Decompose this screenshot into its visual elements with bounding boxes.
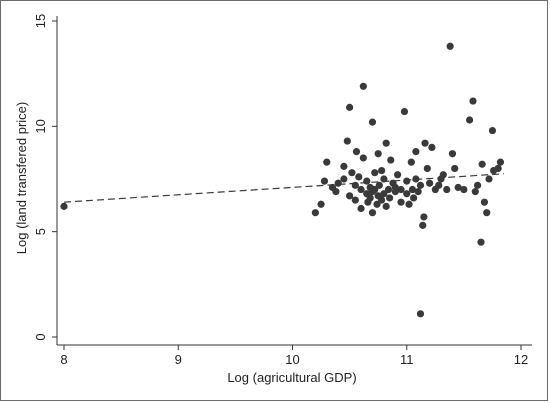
data-point bbox=[351, 196, 359, 204]
data-point bbox=[485, 175, 493, 183]
data-point bbox=[334, 179, 342, 187]
y-tick-label: 10 bbox=[33, 119, 48, 133]
data-point bbox=[346, 192, 354, 200]
data-point bbox=[407, 158, 415, 166]
data-point bbox=[340, 162, 348, 170]
data-point bbox=[414, 188, 422, 196]
data-point bbox=[394, 171, 402, 179]
data-point bbox=[471, 188, 479, 196]
data-point bbox=[405, 200, 413, 208]
data-point bbox=[382, 202, 390, 210]
data-point bbox=[320, 177, 329, 185]
data-point bbox=[408, 185, 417, 194]
data-point bbox=[460, 185, 468, 194]
data-point bbox=[416, 181, 425, 189]
data-point bbox=[355, 173, 363, 181]
data-point bbox=[317, 200, 325, 208]
data-point bbox=[473, 181, 482, 189]
data-point bbox=[380, 175, 388, 183]
x-tick-label: 12 bbox=[514, 352, 528, 367]
data-point bbox=[359, 82, 367, 90]
data-point bbox=[477, 238, 485, 246]
y-tick-label: 15 bbox=[33, 14, 48, 28]
data-point bbox=[435, 181, 443, 189]
x-tick-label: 11 bbox=[400, 352, 414, 367]
data-point bbox=[357, 204, 365, 213]
data-point bbox=[454, 183, 462, 192]
data-point bbox=[378, 166, 386, 175]
data-point bbox=[387, 156, 395, 164]
data-point bbox=[397, 198, 405, 206]
data-point bbox=[348, 169, 356, 177]
data-point bbox=[391, 183, 399, 192]
y-tick-label: 5 bbox=[33, 228, 48, 235]
data-point bbox=[410, 194, 418, 202]
data-point bbox=[423, 164, 431, 173]
x-tick-label: 9 bbox=[175, 352, 182, 367]
data-point bbox=[366, 194, 374, 202]
data-point bbox=[384, 185, 393, 194]
data-point bbox=[311, 209, 319, 217]
data-point bbox=[373, 200, 381, 208]
data-point bbox=[371, 169, 379, 177]
data-point bbox=[420, 213, 428, 221]
data-point bbox=[386, 194, 394, 202]
data-point bbox=[352, 148, 361, 156]
data-point bbox=[346, 103, 354, 111]
data-point bbox=[478, 160, 486, 168]
data-point bbox=[357, 185, 365, 194]
data-point bbox=[480, 198, 489, 206]
data-point bbox=[400, 107, 409, 116]
data-point bbox=[469, 97, 477, 105]
data-point bbox=[483, 209, 491, 217]
data-point bbox=[443, 185, 451, 194]
data-point bbox=[323, 158, 331, 166]
data-point bbox=[380, 190, 388, 198]
data-point bbox=[446, 42, 454, 50]
data-point bbox=[378, 196, 386, 204]
data-point bbox=[397, 185, 405, 194]
data-point bbox=[368, 209, 377, 217]
data-point bbox=[374, 150, 382, 158]
x-axis-title: Log (agricultural GDP) bbox=[227, 370, 356, 385]
data-point bbox=[403, 190, 411, 198]
data-point bbox=[494, 164, 502, 173]
data-point bbox=[416, 310, 425, 318]
data-point bbox=[488, 126, 497, 135]
data-point bbox=[421, 139, 429, 147]
data-point bbox=[412, 175, 420, 183]
data-point bbox=[351, 181, 359, 189]
data-point bbox=[419, 221, 427, 229]
data-point bbox=[368, 118, 377, 126]
fit-line-layer bbox=[63, 173, 504, 203]
data-point bbox=[448, 150, 457, 158]
data-point bbox=[428, 143, 436, 151]
data-point bbox=[340, 175, 348, 183]
data-point bbox=[382, 139, 390, 147]
data-point bbox=[359, 154, 367, 162]
data-point bbox=[375, 181, 383, 189]
data-point bbox=[332, 188, 340, 196]
data-point bbox=[363, 177, 371, 185]
data-point bbox=[412, 148, 420, 156]
x-tick-label: 10 bbox=[285, 352, 299, 367]
y-axis-title: Log (land transfered price) bbox=[14, 102, 29, 254]
data-point bbox=[496, 158, 505, 166]
axes: 8 9 10 11 12 0 5 10 15 bbox=[33, 14, 532, 367]
x-tick-label: 8 bbox=[60, 352, 67, 367]
data-point bbox=[60, 202, 68, 210]
fitted-line bbox=[63, 173, 504, 203]
data-point bbox=[426, 179, 434, 187]
data-point bbox=[439, 171, 447, 179]
data-point bbox=[451, 164, 459, 173]
data-point bbox=[465, 116, 474, 124]
points-layer bbox=[60, 42, 505, 318]
y-tick-label: 0 bbox=[33, 333, 48, 340]
data-point bbox=[343, 137, 351, 145]
data-point bbox=[403, 177, 411, 185]
data-point bbox=[371, 185, 379, 194]
